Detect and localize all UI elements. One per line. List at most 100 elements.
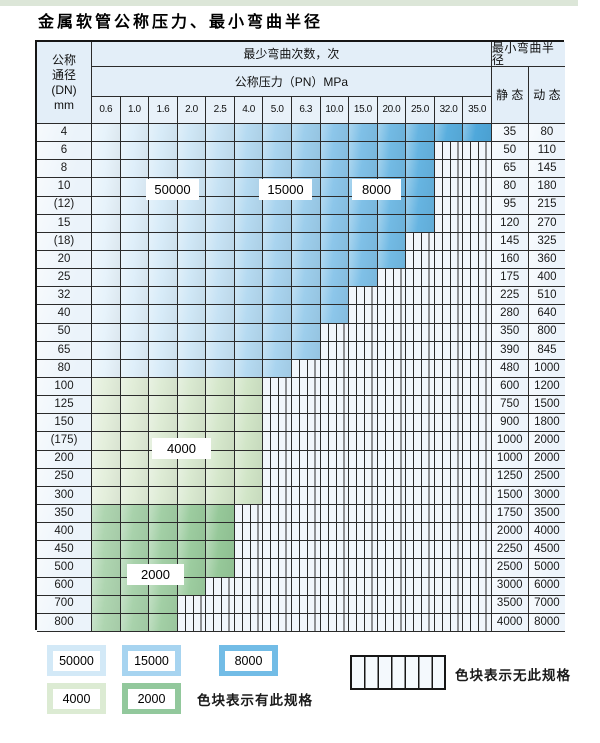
- spec-cell-250-1.0: [120, 468, 150, 487]
- dn-header-line: 公称: [51, 53, 76, 67]
- spec-cell-600-2.0: [177, 577, 207, 596]
- static-radius-cell-400: 2000: [491, 523, 529, 542]
- no-spec-cell-700-25.0: [406, 595, 435, 614]
- spec-cell-350-1.0: [120, 504, 150, 524]
- spec-cell-(12)-0.6: [92, 196, 121, 215]
- no-spec-cell-300-32.0: [434, 486, 464, 505]
- no-spec-cell-800-2.5: [206, 613, 235, 632]
- spec-cell-500-0.6: [92, 559, 121, 578]
- no-spec-cell-250-32.0: [434, 468, 464, 487]
- no-spec-cell-700-15.0: [349, 595, 378, 614]
- static-radius-cell-(175): 1000: [491, 432, 529, 451]
- no-spec-cell-32-35.0: [463, 287, 492, 306]
- legend-swatch-8000: 8000: [219, 645, 278, 676]
- no-spec-cell-125-15.0: [349, 396, 378, 415]
- dynamic-radius-cell-125: 1500: [528, 396, 566, 415]
- static-radius-cell-65: 390: [491, 341, 529, 360]
- no-spec-cell-200-6.3: [291, 450, 321, 469]
- spec-cell-25-6.3: [291, 269, 321, 288]
- spec-cell-20-15.0: [349, 250, 378, 270]
- no-spec-cell-450-4.0: [234, 541, 264, 560]
- spec-cell-32-5.0: [263, 287, 292, 306]
- spec-cell-500-2.5: [206, 559, 235, 578]
- no-spec-cell-100-10.0: [320, 377, 350, 397]
- spec-cell-6-1.6: [149, 142, 178, 161]
- spec-cell-20-2.0: [177, 250, 207, 270]
- no-spec-cell-150-35.0: [463, 414, 492, 433]
- no-spec-cell-600-15.0: [349, 577, 378, 596]
- spec-cell-8-1.6: [149, 160, 178, 179]
- no-spec-cell-450-10.0: [320, 541, 350, 560]
- dynamic-radius-cell-15: 270: [528, 214, 566, 233]
- spec-cell-15-2.0: [177, 214, 207, 233]
- spec-cell-450-1.6: [149, 541, 178, 560]
- spec-cell-40-10.0: [320, 305, 350, 324]
- spec-cell-40-1.6: [149, 305, 178, 324]
- no-spec-cell-350-5.0: [263, 504, 292, 524]
- spec-cell-10-1.0: [120, 178, 150, 197]
- spec-cell-32-1.0: [120, 287, 150, 306]
- dynamic-radius-cell-20: 360: [528, 250, 566, 270]
- no-spec-cell-700-2.0: [177, 595, 207, 614]
- no-spec-cell-20-35.0: [463, 250, 492, 270]
- spec-cell-32-10.0: [320, 287, 350, 306]
- spec-cell-150-2.5: [206, 414, 235, 433]
- spec-cell-200-4.0: [234, 450, 264, 469]
- spec-cell-15-0.6: [92, 214, 121, 233]
- min-bend-radius-header: 最小弯曲半径: [491, 42, 566, 67]
- spec-cell-400-1.0: [120, 523, 150, 542]
- no-spec-cell-600-2.5: [206, 577, 235, 596]
- spec-cell-(12)-2.0: [177, 196, 207, 215]
- no-spec-cell-(18)-35.0: [463, 232, 492, 251]
- spec-cell-200-1.0: [120, 450, 150, 469]
- no-spec-cell-700-4.0: [234, 595, 264, 614]
- no-spec-cell-350-4.0: [234, 504, 264, 524]
- dn-cell-350: 350: [37, 504, 92, 524]
- no-spec-cell-700-35.0: [463, 595, 492, 614]
- static-radius-cell-4: 35: [491, 124, 529, 143]
- no-spec-cell-800-25.0: [406, 613, 435, 632]
- legend-hatch-swatch: [350, 655, 446, 690]
- dynamic-radius-cell-150: 1800: [528, 414, 566, 433]
- spec-cell-40-2.0: [177, 305, 207, 324]
- no-spec-cell-250-5.0: [263, 468, 292, 487]
- no-spec-cell-125-10.0: [320, 396, 350, 415]
- legend-swatch-15000: 15000: [122, 645, 181, 676]
- spec-cell-40-2.5: [206, 305, 235, 324]
- spec-cell-8-5.0: [263, 160, 292, 179]
- no-spec-cell-700-20.0: [377, 595, 407, 614]
- spec-cell-80-1.0: [120, 359, 150, 378]
- spec-cell-4-1.0: [120, 124, 150, 143]
- no-spec-cell-15-32.0: [434, 214, 464, 233]
- spec-cell-6-20.0: [377, 142, 407, 161]
- spec-cell-50-2.5: [206, 323, 235, 342]
- spec-cell-125-2.5: [206, 396, 235, 415]
- spec-cell-350-0.6: [92, 504, 121, 524]
- spec-cell-80-2.5: [206, 359, 235, 378]
- dynamic-radius-cell-25: 400: [528, 269, 566, 288]
- no-spec-cell-50-15.0: [349, 323, 378, 342]
- dynamic-radius-cell-200: 2000: [528, 450, 566, 469]
- no-spec-cell-(175)-15.0: [349, 432, 378, 451]
- no-spec-cell-25-25.0: [406, 269, 435, 288]
- no-spec-cell-125-35.0: [463, 396, 492, 415]
- dn-cell-125: 125: [37, 396, 92, 415]
- no-spec-cell-300-5.0: [263, 486, 292, 505]
- spec-cell-50-6.3: [291, 323, 321, 342]
- no-spec-cell-800-35.0: [463, 613, 492, 632]
- no-spec-cell-25-32.0: [434, 269, 464, 288]
- spec-cell-300-2.0: [177, 486, 207, 505]
- no-spec-cell-80-20.0: [377, 359, 407, 378]
- no-spec-cell-150-32.0: [434, 414, 464, 433]
- no-spec-cell-400-6.3: [291, 523, 321, 542]
- spec-cell-(12)-2.5: [206, 196, 235, 215]
- spec-cell-800-0.6: [92, 613, 121, 632]
- no-spec-cell-300-10.0: [320, 486, 350, 505]
- spec-cell-(18)-6.3: [291, 232, 321, 251]
- spec-cell-400-2.0: [177, 523, 207, 542]
- spec-cell-6-15.0: [349, 142, 378, 161]
- no-spec-cell-250-10.0: [320, 468, 350, 487]
- no-spec-cell-400-10.0: [320, 523, 350, 542]
- dynamic-radius-cell-8: 145: [528, 160, 566, 179]
- dynamic-radius-cell-10: 180: [528, 178, 566, 197]
